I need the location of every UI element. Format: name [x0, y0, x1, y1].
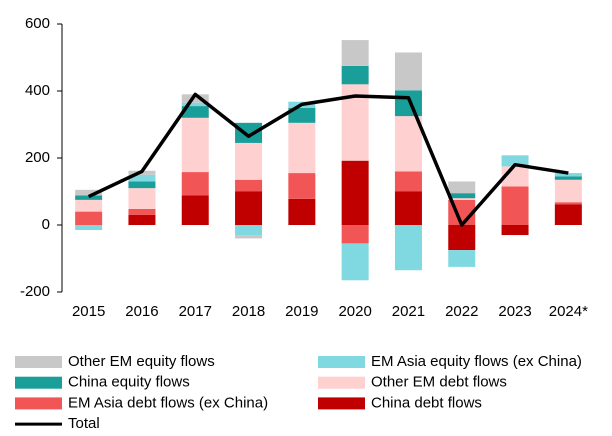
bar-segment: [128, 214, 156, 225]
bar-segment: [181, 172, 209, 196]
bar-segment: [501, 186, 529, 225]
bar-segment: [235, 225, 263, 236]
bar-segment: [394, 90, 422, 117]
bar-segment: [288, 173, 316, 199]
bar-segment: [75, 211, 103, 225]
x-tick-label: 2021: [392, 303, 425, 320]
bar-segment: [394, 52, 422, 91]
bar-segment: [394, 116, 422, 172]
legend-label: Other EM debt flows: [371, 374, 507, 391]
legend-label: China debt flows: [371, 394, 482, 411]
bar-segment: [394, 225, 422, 271]
bar-segment: [448, 198, 476, 200]
bar-segment: [128, 208, 156, 215]
legend-swatch: [318, 356, 365, 368]
bar-segment: [288, 122, 316, 174]
x-tick-label: 2018: [232, 303, 265, 320]
bar-segment: [181, 102, 209, 107]
legend-swatch: [15, 356, 62, 368]
bar-segment: [554, 173, 582, 177]
x-tick-label: 2020: [338, 303, 371, 320]
x-tick-label: 2016: [125, 303, 158, 320]
bar-segment: [235, 235, 263, 239]
bar-segment: [75, 195, 103, 200]
y-tick-label: 600: [25, 15, 50, 32]
y-tick-label: 400: [25, 82, 50, 99]
bar-segment: [181, 94, 209, 103]
legend-swatch: [318, 376, 365, 389]
bar-segment: [75, 189, 103, 196]
legend-label: Total: [68, 415, 100, 431]
legend-label: EM Asia equity flows (ex China): [371, 353, 582, 370]
x-tick-label: 2017: [179, 303, 212, 320]
bar-segment: [235, 191, 263, 225]
bar-segment: [394, 171, 422, 192]
x-tick-label: 2022: [445, 303, 478, 320]
bar-segment: [501, 155, 529, 167]
bar-segment: [181, 106, 209, 118]
bar-segment: [75, 225, 103, 231]
bar-segment: [448, 225, 476, 251]
bar-segment: [235, 122, 263, 143]
bar-segment: [448, 193, 476, 199]
legend-label: China equity flows: [68, 374, 190, 391]
x-tick-label: 2023: [498, 303, 531, 320]
x-tick-label: 2019: [285, 303, 318, 320]
legend-swatch: [15, 376, 62, 389]
y-tick-label: -200: [20, 283, 50, 300]
bar-segment: [235, 142, 263, 180]
y-tick-label: 0: [42, 216, 50, 233]
bar-segment: [341, 243, 369, 281]
legend-label: Other EM equity flows: [68, 353, 215, 370]
total-line: [87, 92, 569, 227]
bar-segment: [235, 179, 263, 192]
bar-segment: [128, 188, 156, 209]
bar-segment: [554, 176, 582, 180]
bar-segment: [341, 225, 369, 244]
bar-segment: [128, 181, 156, 189]
x-tick-label: 2015: [72, 303, 105, 320]
bar-segment: [288, 198, 316, 225]
legend-label: EM Asia debt flows (ex China): [68, 394, 268, 411]
bar-segment: [341, 40, 369, 66]
bar-segment: [448, 250, 476, 267]
bar-segment: [341, 65, 369, 85]
bar-segment: [181, 117, 209, 173]
bar-segment: [554, 202, 582, 205]
bar-segment: [128, 174, 156, 182]
bar-segment: [448, 181, 476, 194]
bar-segment: [554, 179, 582, 203]
bar-segment: [181, 195, 209, 225]
x-tick-label: 2024*: [549, 303, 588, 320]
bar-segment: [288, 107, 316, 123]
bar-segment: [75, 199, 103, 212]
bar-segment: [341, 160, 369, 225]
legend-swatch: [15, 397, 62, 410]
y-tick-label: 200: [25, 149, 50, 166]
legend-swatch: [318, 397, 365, 410]
bar-segment: [394, 191, 422, 225]
bar-segment: [501, 225, 529, 236]
bar-segment: [554, 204, 582, 225]
